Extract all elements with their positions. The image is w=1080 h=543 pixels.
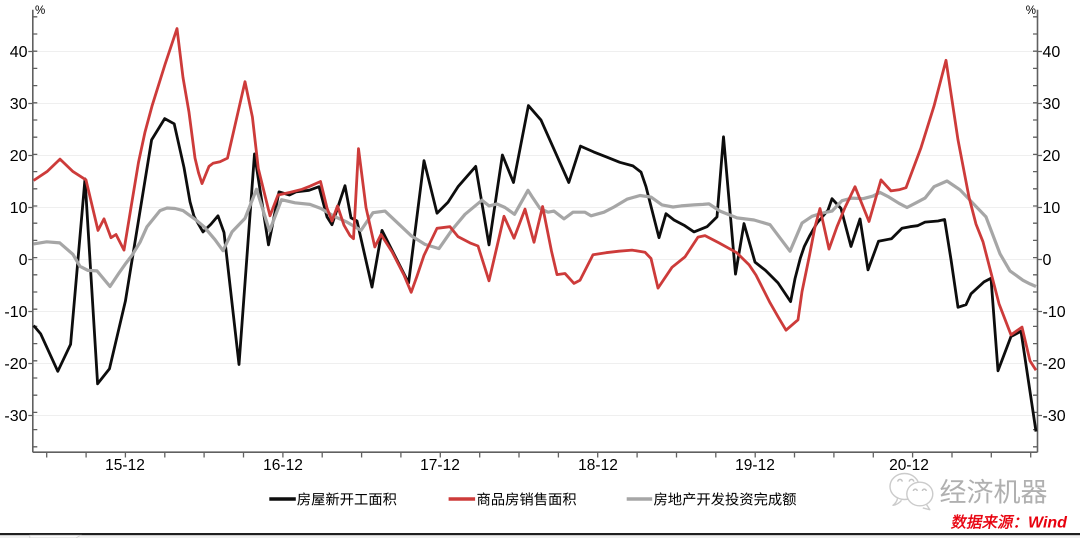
svg-text:10: 10 [10,200,28,217]
svg-text:-30: -30 [1043,408,1066,425]
svg-text:-10: -10 [4,304,27,321]
svg-text:-20: -20 [1043,356,1066,373]
svg-text:18-12: 18-12 [578,457,618,474]
svg-text:-20: -20 [4,356,27,373]
svg-text:17-12: 17-12 [420,457,460,474]
svg-text:-30: -30 [4,408,27,425]
svg-text:0: 0 [1043,252,1052,269]
svg-text:20-12: 20-12 [889,457,929,474]
svg-text:30: 30 [1043,96,1061,113]
svg-text:0: 0 [19,252,28,269]
svg-text:16-12: 16-12 [263,457,303,474]
svg-text:20: 20 [10,148,28,165]
svg-text:20: 20 [1043,148,1061,165]
svg-text:%: % [1026,5,1036,17]
svg-text:10: 10 [1043,200,1061,217]
svg-text:%: % [35,5,45,17]
svg-text:-10: -10 [1043,304,1066,321]
svg-text:15-12: 15-12 [105,457,145,474]
svg-text:40: 40 [10,44,28,61]
svg-text:19-12: 19-12 [735,457,775,474]
svg-text:40: 40 [1043,44,1061,61]
svg-text:30: 30 [10,96,28,113]
svg-text:Wind: Wind [1028,515,1068,532]
